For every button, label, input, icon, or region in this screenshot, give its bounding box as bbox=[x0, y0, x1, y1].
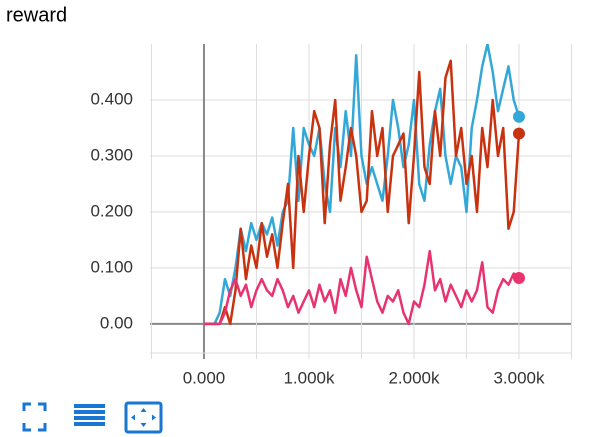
end-marker bbox=[512, 271, 525, 284]
plot-area bbox=[203, 44, 521, 326]
chart-title: reward bbox=[6, 4, 67, 26]
toolbar bbox=[22, 401, 163, 434]
log-scale-button[interactable] bbox=[74, 404, 105, 426]
series-line bbox=[203, 59, 521, 326]
x-tick-label: 3.000k bbox=[493, 368, 545, 387]
y-tick-label: 0.200 bbox=[90, 201, 133, 220]
grid bbox=[150, 44, 572, 359]
end-marker bbox=[512, 127, 525, 140]
x-tick-label: 1.000k bbox=[283, 368, 335, 387]
y-tick-label: 0.400 bbox=[90, 89, 133, 108]
expand-button[interactable] bbox=[22, 402, 47, 432]
series-line bbox=[203, 44, 521, 326]
y-tick-label: 0.100 bbox=[90, 257, 133, 276]
x-tick-label: 0.000 bbox=[183, 368, 226, 387]
end-markers bbox=[512, 110, 525, 284]
end-marker bbox=[512, 110, 525, 123]
y-tick-label: 0.300 bbox=[90, 145, 133, 164]
x-tick-label: 2.000k bbox=[388, 368, 440, 387]
series-line bbox=[203, 249, 520, 326]
y-tick-label: 0.00 bbox=[100, 313, 133, 332]
fit-domain-button[interactable] bbox=[124, 401, 163, 434]
